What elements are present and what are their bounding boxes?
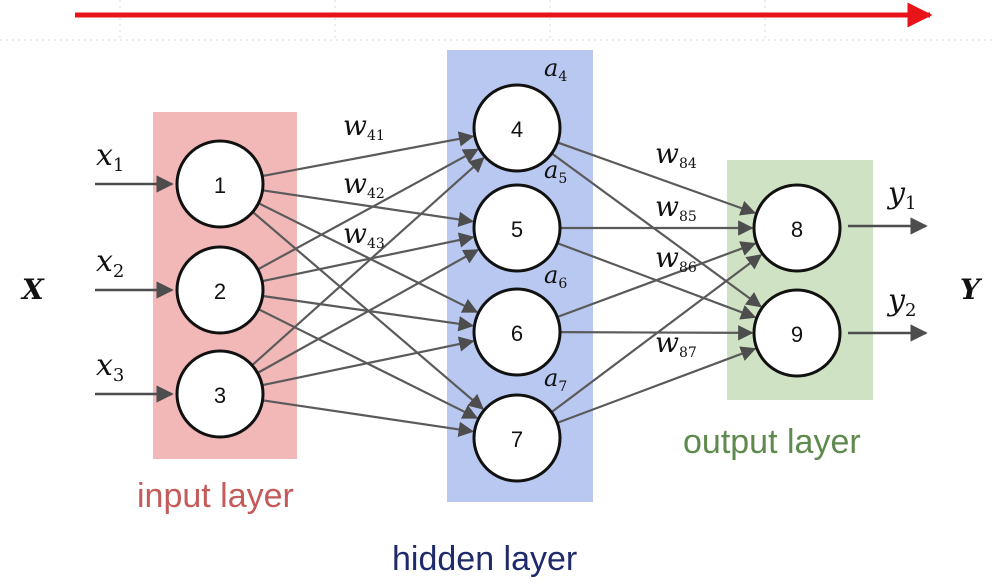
edge-4-8: [557, 141, 757, 216]
edge-3-7: [262, 399, 475, 437]
edge-3-4: [251, 156, 485, 367]
activation-label-a7: a7: [544, 364, 567, 395]
edge-2-5: [261, 232, 475, 283]
input-label-x1: x1: [96, 138, 124, 176]
weight-label-w86: w86: [655, 241, 697, 276]
edge-3-6: [261, 336, 475, 387]
edge-7-8: [550, 254, 763, 414]
output-vector-label: Y: [960, 273, 983, 306]
hidden-node-5-label: 5: [511, 217, 523, 242]
output-label-y1: y1: [886, 176, 916, 214]
input-node-1-label: 1: [214, 173, 226, 198]
hidden-node-7: 7: [472, 393, 562, 483]
edges-hidden-output: [550, 141, 763, 424]
input-node-3-label: 3: [214, 383, 226, 408]
weight-label-w41: w41: [343, 109, 385, 144]
input-label-x2: x2: [96, 244, 124, 282]
edge-1-5: [262, 189, 475, 227]
input-node-1: 1: [175, 139, 265, 229]
hidden-node-5: 5: [472, 183, 562, 273]
hidden-node-4-label: 4: [511, 117, 523, 142]
edge-7-9: [556, 346, 757, 424]
weight-label-w87: w87: [655, 326, 697, 361]
edge-3-5: [256, 248, 480, 374]
edge-1-6: [257, 202, 479, 313]
hidden-node-7-label: 7: [511, 427, 523, 452]
output-label-y2: y2: [886, 283, 916, 321]
input-node-3: 3: [175, 349, 265, 439]
output-layer-label: output layer: [683, 423, 861, 461]
output-node-8-label: 8: [791, 217, 803, 242]
activation-label-a5: a5: [544, 156, 567, 187]
edge-6-8: [556, 241, 757, 319]
output-node-8: 8: [752, 183, 842, 273]
weight-label-w84: w84: [655, 137, 697, 172]
edges-input-hidden: [251, 131, 485, 437]
hidden-node-4: 4: [472, 83, 562, 173]
weight-label-w85: w85: [655, 190, 697, 225]
output-node-9: 9: [752, 288, 842, 378]
weight-label-w43: w43: [343, 217, 385, 252]
weight-label-w42: w42: [343, 167, 385, 202]
edge-2-4: [257, 148, 479, 271]
input-node-2: 2: [175, 245, 265, 335]
output-node-9-label: 9: [791, 322, 803, 347]
background-grid: [0, 0, 995, 41]
activation-label-a6: a6: [544, 261, 567, 292]
input-vector-label: X: [20, 273, 45, 306]
hidden-node-6-label: 6: [511, 321, 523, 346]
input-layer-label: input layer: [137, 477, 294, 515]
edge-1-4: [262, 131, 475, 178]
input-label-x3: x3: [96, 348, 124, 386]
hidden-node-6: 6: [472, 287, 562, 377]
hidden-layer-label: hidden layer: [392, 540, 577, 578]
activation-label-a4: a4: [544, 54, 567, 85]
input-node-2-label: 2: [214, 279, 226, 304]
